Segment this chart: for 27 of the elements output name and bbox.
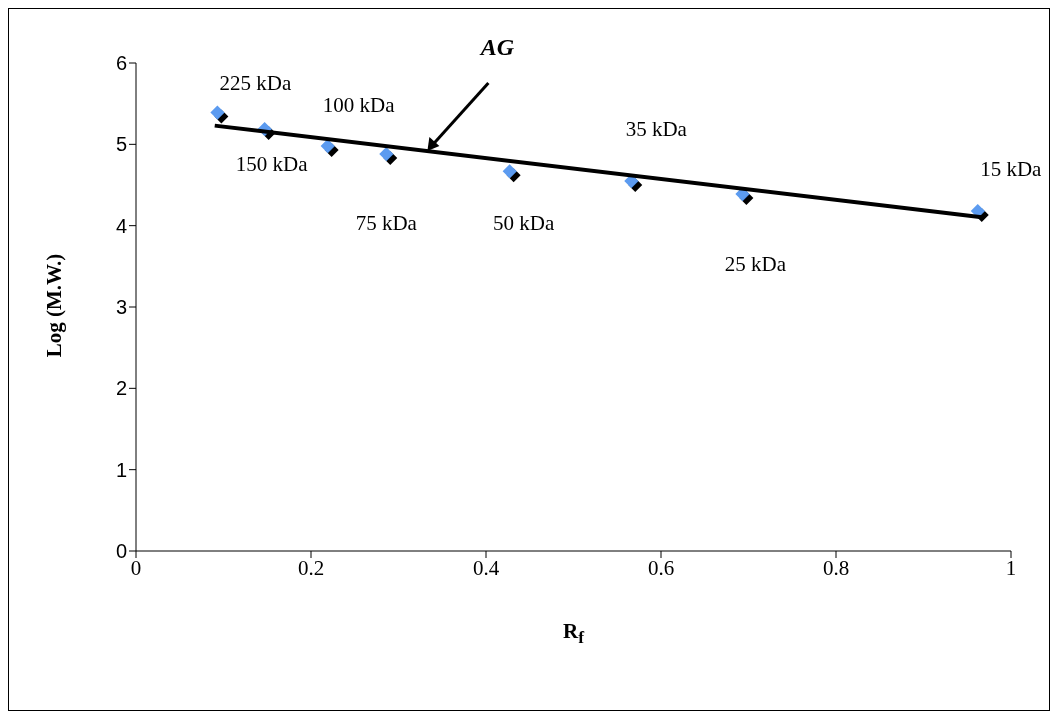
annotation: 35 kDa: [625, 116, 688, 141]
x-tick-label: 0.4: [472, 555, 500, 580]
y-tick-label: 5: [115, 133, 127, 156]
text: AG: [478, 34, 515, 61]
y-tick-label: 6: [115, 52, 127, 75]
y-tick-label: 4: [115, 214, 127, 237]
x-axis-title: R$_{f}$: [562, 619, 586, 649]
x-tick-label: 0.2: [297, 555, 325, 580]
point: [320, 138, 335, 153]
annotation: 50 kDa: [493, 211, 555, 236]
point: [210, 105, 225, 120]
point: [502, 164, 517, 179]
point: [379, 147, 394, 162]
annotation: 225 kDa: [219, 70, 292, 95]
annotation: 75 kDa: [355, 211, 418, 236]
x-tick-label: 0.8: [822, 555, 850, 580]
y-tick-label: 1: [115, 458, 127, 481]
y-tick-label: 2: [115, 377, 127, 400]
annotation: 150 kDa: [235, 151, 309, 176]
y-tick-label: 0: [115, 540, 127, 563]
y-tick-label: 3: [115, 296, 127, 319]
annotation: 25 kDa: [724, 251, 787, 276]
annotation: 100 kDa: [322, 92, 396, 117]
annotation: 15 kDa: [980, 157, 1043, 182]
x-tick-label: 0.6: [647, 555, 675, 580]
x-tick-label: 1: [1005, 555, 1017, 580]
y-axis-title: Log (M.W.): [41, 252, 67, 360]
